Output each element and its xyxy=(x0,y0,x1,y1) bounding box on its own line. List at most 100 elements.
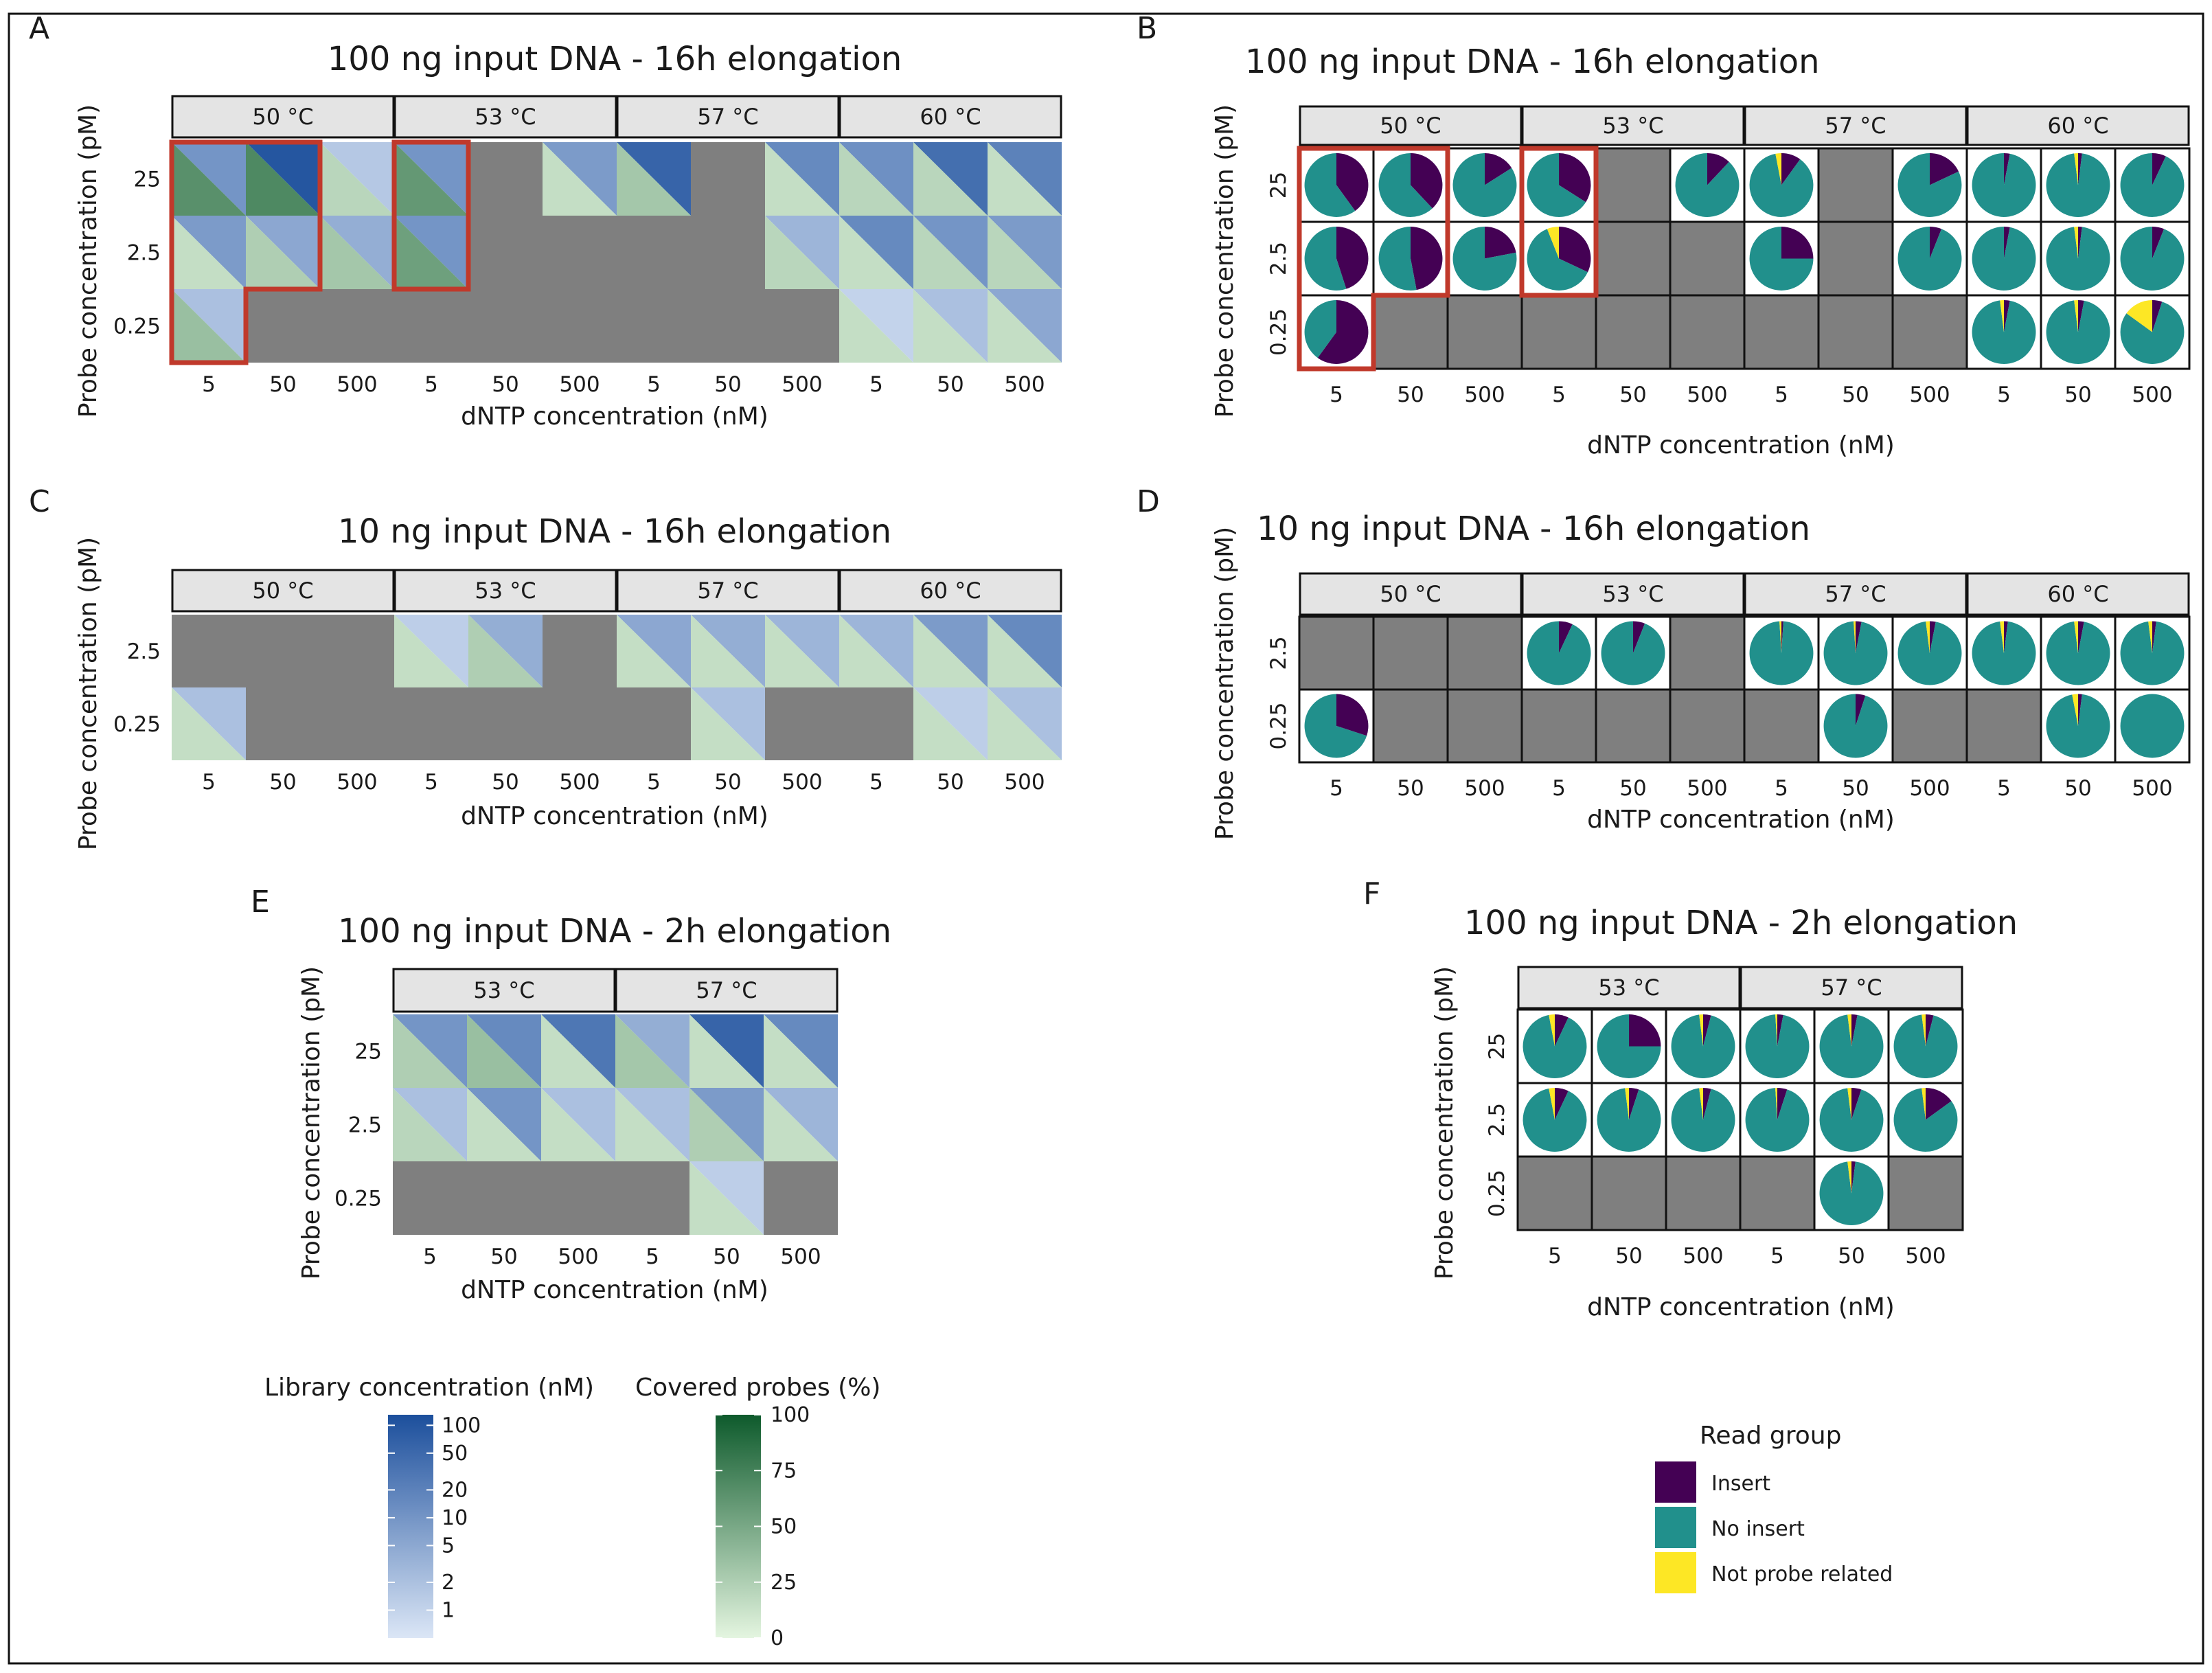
library-tick-label: 10 xyxy=(442,1506,468,1530)
panel-d-strip xyxy=(1966,572,2190,616)
panel-d-strip-label: 50 °C xyxy=(1380,581,1441,607)
panel-c-plot: 50 °C 53 °C 57 °C 60 °C 2.5 0.25 5 50 500 5 50 500 5… xyxy=(113,569,1062,795)
panel-d-cell-missing xyxy=(1595,688,1672,764)
panel-d-insert-slice xyxy=(2078,621,2084,653)
panel-d-cell-missing xyxy=(1298,615,1375,691)
panel-a-highlight-outline xyxy=(391,139,471,292)
panel-a-coverage-triangle xyxy=(913,289,988,363)
panel-b-insert-slice xyxy=(2078,300,2084,332)
panel-f-not-probe-related-slice xyxy=(1699,1088,1703,1120)
panel-d-x-tick-label: 50 xyxy=(1397,776,1424,801)
panel-d-insert-slice xyxy=(1856,694,1866,726)
panel-c-coverage-triangle xyxy=(913,615,988,687)
library-legend-title: Library concentration (nM) xyxy=(264,1374,594,1402)
panel-label-b: B xyxy=(1137,11,1157,46)
panel-f-cell-missing xyxy=(1887,1155,1964,1231)
panel-d-strip-label: 60 °C xyxy=(2047,581,2108,607)
panel-b-no-insert-slice xyxy=(1304,227,1347,291)
panel-b-strip-label: 50 °C xyxy=(1380,113,1441,139)
panel-b-not-probe-related-slice xyxy=(1775,153,1781,185)
panel-f-insert-slice xyxy=(1629,1088,1639,1120)
panel-f-insert-slice xyxy=(1926,1014,1934,1047)
panel-d-x-tick-label: 500 xyxy=(2132,776,2172,801)
panel-a-strip-label: 60 °C xyxy=(920,104,981,130)
panel-a-coverage-triangle xyxy=(172,216,246,289)
panel-d-no-insert-slice xyxy=(1601,621,1665,685)
panel-e-y-axis-title: Probe concentration (pM) xyxy=(297,966,326,1279)
panel-b-insert-slice xyxy=(2152,227,2165,259)
panel-c-strip-label: 53 °C xyxy=(475,578,536,604)
panel-b-x-tick-label: 500 xyxy=(1464,383,1505,407)
panel-b-no-insert-slice xyxy=(1749,153,1814,217)
panel-f-x-tick-label: 5 xyxy=(1548,1244,1562,1268)
panel-b-x-tick-label: 5 xyxy=(1997,383,2011,407)
panel-e: E 100 ng input DNA - 2h elongation Probe… xyxy=(251,885,891,1304)
panel-d-insert-slice xyxy=(1856,621,1862,653)
panel-a-cell-missing xyxy=(617,289,691,363)
panel-a-x-tick-label: 500 xyxy=(1004,372,1045,397)
panel-b-no-insert-slice xyxy=(1897,153,1962,217)
panel-a-strip-label: 57 °C xyxy=(697,104,758,130)
panel-d-no-insert-slice xyxy=(2046,694,2110,758)
panel-e-x-axis-title: dNTP concentration (nM) xyxy=(461,1276,768,1304)
panel-d-strip-label: 53 °C xyxy=(1602,581,1663,607)
panel-d-x-tick-label: 5 xyxy=(1997,776,2011,801)
panel-f-no-insert-slice xyxy=(1819,1161,1884,1225)
library-tick-label: 5 xyxy=(442,1534,455,1558)
panel-a-y-tick-label: 0.25 xyxy=(113,315,161,339)
panel-a-x-tick-label: 50 xyxy=(937,372,964,397)
panel-e-coverage-triangle xyxy=(541,1088,615,1161)
panel-d-strip-label: 57 °C xyxy=(1825,581,1886,607)
panel-label-f: F xyxy=(1363,876,1380,911)
panel-c-cell-missing xyxy=(617,687,691,760)
panel-a-cell-missing xyxy=(246,289,320,363)
panel-a-y-tick-label: 25 xyxy=(134,168,161,192)
panel-b-no-insert-slice xyxy=(2046,227,2110,291)
panel-a-coverage-triangle xyxy=(988,142,1062,216)
panel-c-x-tick-label: 500 xyxy=(1004,770,1045,795)
panel-e-coverage-triangle xyxy=(689,1088,764,1161)
panel-d-y-tick-label: 2.5 xyxy=(1266,636,1291,670)
panel-f-insert-slice xyxy=(1777,1088,1788,1120)
panel-f-no-insert-slice xyxy=(1671,1014,1735,1078)
panel-b-insert-slice xyxy=(1317,300,1369,364)
panel-b: B 100 ng input DNA - 16h elongation Prob… xyxy=(1137,11,2191,459)
panel-b-cell-missing xyxy=(1891,294,1968,370)
panel-e-strip-label: 53 °C xyxy=(473,977,534,1003)
panel-a-x-tick-label: 500 xyxy=(559,372,600,397)
panel-a-strip-label: 53 °C xyxy=(475,104,536,130)
panel-b-no-insert-slice xyxy=(1304,300,1336,358)
panel-e-cell-missing xyxy=(615,1161,689,1235)
panel-e-cell-missing xyxy=(764,1161,838,1235)
panel-f-y-tick-label: 25 xyxy=(1485,1033,1509,1060)
panel-d-cell-missing xyxy=(1446,615,1523,691)
panel-e-y-tick-label: 25 xyxy=(355,1040,382,1065)
panel-f-cell-missing xyxy=(1739,1155,1816,1231)
panel-a-strip xyxy=(616,95,840,139)
panel-a-cell-missing xyxy=(543,289,617,363)
legend-key-insert xyxy=(1655,1461,1696,1503)
panel-d-not-probe-related-slice xyxy=(2000,621,2004,653)
panel-d-insert-slice xyxy=(1559,621,1573,653)
panel-f-strip xyxy=(1740,966,1963,1010)
panel-c-coverage-triangle xyxy=(617,615,691,687)
panel-b-x-tick-label: 50 xyxy=(1619,383,1646,407)
panel-c-cell-missing xyxy=(839,687,913,760)
panel-a-coverage-triangle xyxy=(913,216,988,289)
panel-d-not-probe-related-slice xyxy=(2072,694,2078,726)
panel-d-cell-missing xyxy=(1965,688,2042,764)
panel-b-highlight-outline xyxy=(1297,146,1450,372)
panel-f-insert-slice xyxy=(1851,1161,1856,1194)
panel-b-insert-slice xyxy=(2152,153,2166,185)
panel-d-no-insert-slice xyxy=(1823,694,1888,758)
panel-a-coverage-triangle xyxy=(617,142,691,216)
library-colorbar: 100 50 20 10 5 2 1 xyxy=(388,1413,481,1638)
panel-label-a: A xyxy=(29,11,49,46)
panel-a-plot: 50 °C 53 °C 57 °C 60 °C 25 2.5 0.25 5 50 500 5 50 50… xyxy=(113,95,1062,397)
panel-c: C 10 ng input DNA - 16h elongation Probe… xyxy=(29,484,1062,850)
panel-e-coverage-triangle xyxy=(541,1014,615,1088)
panel-f-not-probe-related-slice xyxy=(1775,1014,1777,1047)
panel-d-not-probe-related-slice xyxy=(1854,621,1856,653)
coverage-tick-label: 0 xyxy=(771,1626,784,1650)
